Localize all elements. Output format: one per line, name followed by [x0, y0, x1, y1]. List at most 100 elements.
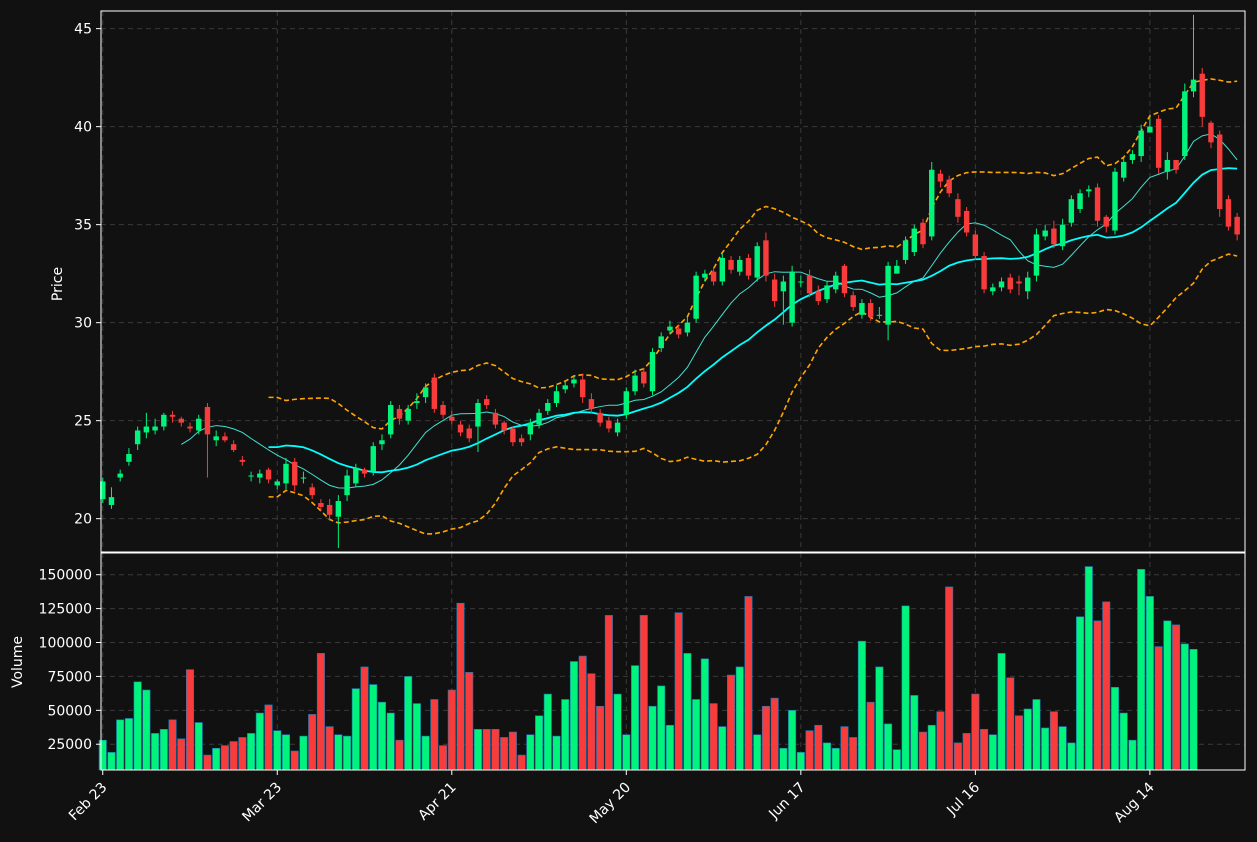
candle-body: [501, 422, 507, 431]
candle-body: [335, 501, 342, 517]
candle-body: [806, 275, 813, 294]
candle-body: [1129, 154, 1136, 160]
candle-body: [353, 467, 359, 484]
candle-body: [1077, 193, 1083, 209]
volume-bar: [901, 605, 910, 771]
candle-body: [326, 504, 333, 515]
candle-body: [693, 275, 699, 319]
candle-body: [841, 265, 848, 294]
price-plot-area: [101, 11, 1245, 552]
candle-body: [632, 375, 638, 392]
volume-bar: [604, 615, 613, 771]
volume-bar: [543, 693, 552, 771]
candle-body: [361, 469, 368, 474]
volume-bar: [770, 697, 779, 771]
candle-body: [265, 469, 272, 480]
candle-body: [1208, 122, 1214, 143]
volume-bar: [500, 737, 509, 771]
volume-bar: [1128, 739, 1137, 771]
candle-body: [379, 440, 385, 445]
candle-body: [754, 246, 760, 278]
candle-body: [1138, 130, 1144, 157]
volume-bar: [648, 705, 657, 771]
volume-bar: [779, 747, 788, 771]
volume-bar: [395, 739, 404, 771]
candle-body: [641, 371, 647, 384]
volume-bar: [980, 729, 989, 771]
candle-body: [798, 281, 804, 283]
volume-bar: [561, 699, 570, 771]
candle-body: [1103, 216, 1109, 227]
candle-body: [955, 199, 961, 217]
volume-bar: [238, 737, 247, 771]
candlesticks: [100, 14, 1240, 549]
volume-bar: [343, 735, 352, 771]
volume-bar: [631, 665, 640, 771]
volume-bar: [657, 685, 666, 771]
volume-bar: [1014, 715, 1024, 771]
volume-bar: [665, 724, 674, 771]
volume-bar: [735, 666, 744, 771]
candle-body: [780, 281, 787, 292]
volume-bar: [316, 653, 325, 771]
candle-body: [440, 404, 446, 415]
candle-body: [588, 399, 595, 409]
volume-bar: [744, 596, 753, 771]
candle-body: [169, 414, 176, 417]
volume-bar: [927, 724, 936, 771]
volume-bar: [1084, 566, 1093, 771]
candle-body: [1147, 126, 1153, 133]
price-tick-label: 40: [74, 120, 92, 136]
volume-bar: [1180, 643, 1189, 771]
price-panel: 20 25 30 35 40 45 Price: [50, 10, 1246, 553]
slow-ma-line: [268, 167, 1238, 474]
candle-body: [300, 477, 307, 479]
volume-tick-label: 50000: [47, 703, 92, 719]
candle-body: [562, 385, 568, 390]
price-tick-label: 20: [74, 512, 92, 528]
volume-bar: [962, 733, 971, 771]
candle-body: [1033, 234, 1040, 276]
candle-body: [876, 314, 883, 316]
volume-bar: [1076, 616, 1085, 771]
candle-body: [196, 418, 202, 431]
volume-bar: [308, 714, 317, 771]
candle-body: [309, 487, 315, 496]
bands: [268, 78, 1238, 535]
candle-body: [108, 497, 115, 505]
candle-body: [1164, 159, 1171, 172]
candle-body: [702, 273, 708, 278]
candle-body: [274, 481, 280, 486]
candle-body: [318, 502, 324, 507]
price-tick-label: 25: [74, 414, 92, 430]
candle-body: [492, 412, 499, 425]
volume-bar: [578, 655, 587, 771]
candle-body: [667, 326, 673, 331]
volume-bar: [517, 754, 526, 771]
volume-bar: [203, 754, 212, 771]
candle-body: [728, 259, 734, 270]
candle-body: [187, 426, 193, 429]
candle-body: [449, 416, 455, 421]
volume-bar: [447, 689, 456, 771]
volume-bar: [421, 735, 430, 771]
candle-body: [545, 403, 551, 411]
volume-bar: [674, 612, 683, 771]
volume-bar: [587, 673, 596, 771]
volume-bar: [1041, 727, 1050, 771]
price-tick-label: 45: [74, 22, 92, 38]
candle-body: [920, 222, 926, 245]
candle-body: [1173, 159, 1179, 170]
candle-body: [902, 240, 909, 260]
candle-body: [1086, 189, 1092, 192]
price-grid: [101, 11, 1245, 552]
volume-bar: [430, 699, 439, 771]
volume-bar: [482, 729, 491, 771]
candle-body: [998, 281, 1005, 288]
candle-body: [1016, 281, 1022, 284]
volume-bar: [369, 684, 378, 771]
volume-bar: [377, 701, 386, 771]
candle-body: [239, 459, 246, 462]
candle-body: [824, 285, 830, 300]
candle-body: [126, 453, 132, 462]
